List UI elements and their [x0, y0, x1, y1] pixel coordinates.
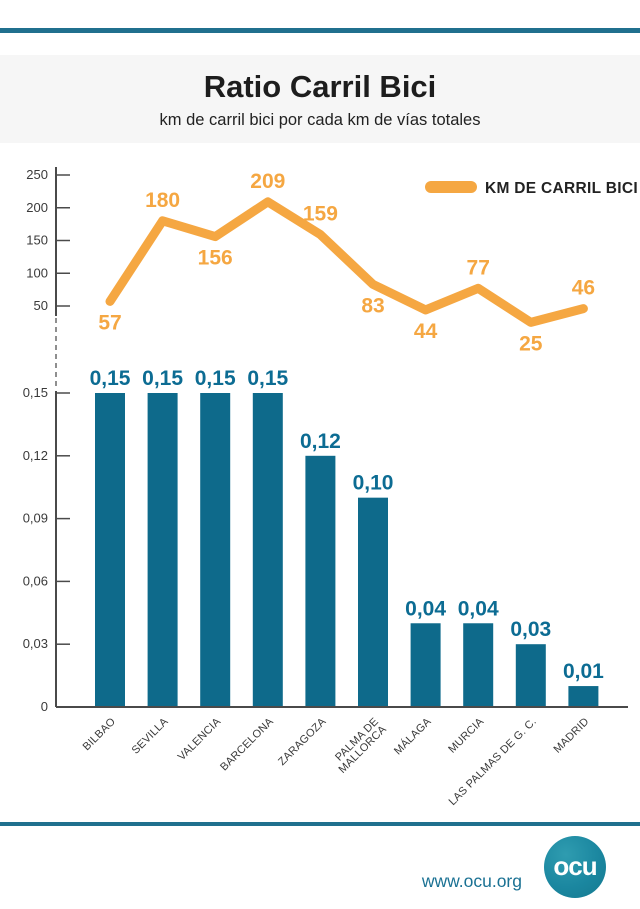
bar-value-label: 0,15 — [195, 367, 236, 390]
bar-madrid — [568, 686, 599, 707]
bar-valencia — [200, 393, 231, 707]
x-axis-label: MURCIA — [446, 715, 486, 755]
line-value-label: 83 — [361, 294, 384, 317]
y-tick-label: 100 — [26, 265, 48, 280]
bar-value-label: 0,01 — [563, 660, 604, 683]
x-axis-label: MÁLAGA — [391, 715, 434, 758]
line-value-label: 57 — [98, 311, 121, 334]
km-line — [105, 197, 588, 327]
x-axis-label: MADRID — [552, 716, 592, 756]
y-tick-label: 0,03 — [23, 636, 48, 651]
bar-palma-de-mallorca — [358, 497, 388, 707]
line-value-label: 180 — [145, 189, 180, 212]
top-divider — [0, 28, 640, 33]
y-tick-label: 0,12 — [23, 448, 48, 463]
bar-value-label: 0,04 — [458, 597, 499, 620]
x-axis-label: SEVILLA — [130, 715, 171, 756]
bar-value-label: 0,04 — [405, 597, 446, 620]
bar-value-label: 0,10 — [353, 472, 394, 495]
x-axis-label: ZARAGOZA — [276, 715, 329, 768]
header: Ratio Carril Bici km de carril bici por … — [0, 55, 640, 143]
y-tick-label: 200 — [26, 200, 48, 215]
y-tick-label: 250 — [26, 167, 48, 182]
bar-murcia — [463, 623, 494, 707]
website-link[interactable]: www.ocu.org — [421, 871, 522, 891]
line-value-label: 209 — [250, 170, 285, 193]
bar-value-label: 0,15 — [90, 367, 131, 390]
bar-bilbao — [95, 393, 125, 707]
bar-value-label: 0,15 — [247, 367, 288, 390]
bar-value-label: 0,15 — [142, 367, 183, 390]
bar-value-label: 0,12 — [300, 430, 341, 453]
line-value-label: 159 — [303, 203, 338, 226]
line-value-label: 44 — [414, 320, 438, 343]
line-value-label: 46 — [572, 277, 595, 300]
x-axis-label: PALMA DEMALLORCA — [329, 715, 390, 776]
y-tick-label: 0 — [41, 699, 48, 714]
line-value-label: 77 — [467, 256, 490, 279]
bar-sevilla — [147, 393, 178, 707]
page-title: Ratio Carril Bici — [203, 68, 437, 104]
x-axis-label: LAS PALMAS DE G. C. — [447, 716, 539, 808]
bottom-divider — [0, 822, 640, 826]
bar-value-label: 0,03 — [510, 618, 551, 641]
line-value-label: 25 — [519, 332, 543, 355]
bar-málaga — [410, 623, 441, 707]
y-tick-label: 0,06 — [23, 573, 48, 588]
y-tick-label: 50 — [34, 298, 48, 313]
x-axis-label: BARCELONA — [218, 715, 276, 773]
x-axis-label: VALENCIA — [176, 715, 224, 763]
bar-barcelona — [252, 393, 283, 707]
ocu-logo: ocu — [544, 836, 606, 898]
legend-swatch-icon — [425, 181, 477, 193]
legend-label: KM DE CARRIL BICI — [485, 180, 638, 197]
y-tick-label: 0,09 — [23, 511, 48, 526]
y-tick-label: 150 — [26, 233, 48, 248]
page-subtitle: km de carril bici por cada km de vías to… — [159, 110, 481, 129]
x-axis-label: BILBAO — [81, 715, 119, 753]
y-tick-label: 0,15 — [23, 385, 48, 400]
ocu-logo-text: ocu — [553, 850, 597, 881]
bar-las-palmas-de-g.-c. — [515, 644, 546, 707]
bar-zaragoza — [305, 455, 336, 707]
line-value-label: 156 — [198, 247, 233, 270]
chart-svg: 0,15 0,15 0,15 0,15 0,12 0,10 0,04 0,04 0,03 0,01… — [23, 167, 638, 808]
